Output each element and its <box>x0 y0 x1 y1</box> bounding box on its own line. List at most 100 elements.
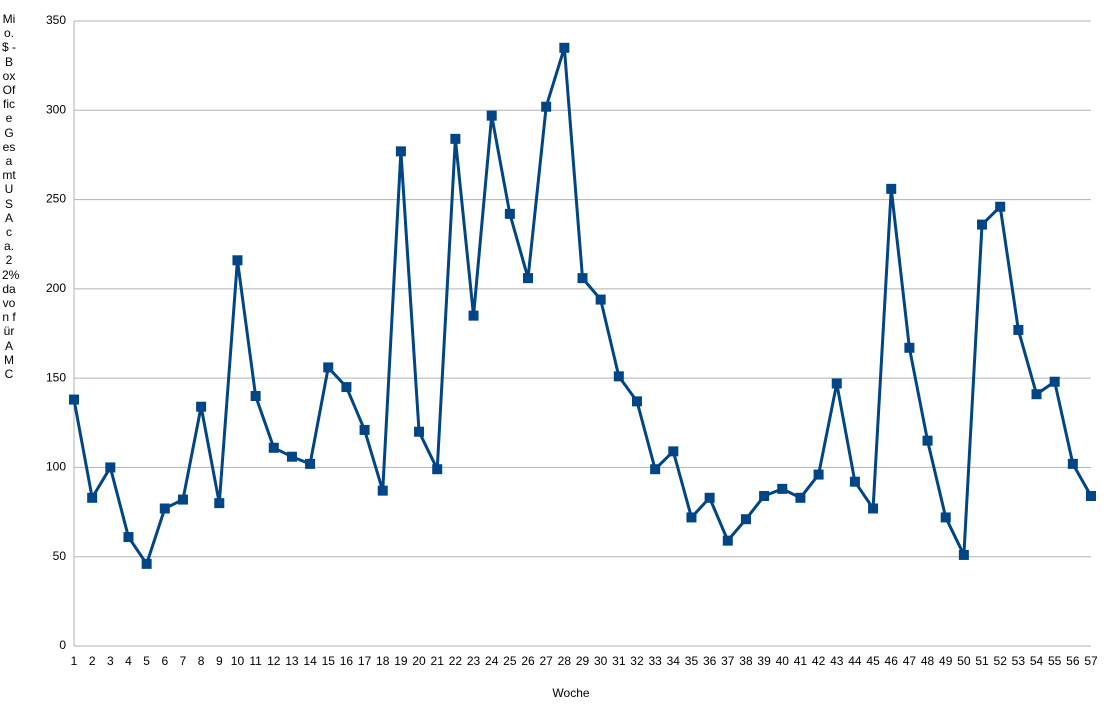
x-tick-label: 1 <box>71 654 78 668</box>
x-tick-label: 5 <box>143 654 150 668</box>
marker <box>268 442 279 453</box>
marker <box>886 183 897 194</box>
marker <box>214 498 225 509</box>
x-tick-label: 10 <box>231 654 245 668</box>
marker <box>958 549 969 560</box>
x-tick-label: 27 <box>539 654 553 668</box>
marker <box>504 208 515 219</box>
x-axis-title: Woche <box>552 686 589 700</box>
x-tick-label: 52 <box>994 654 1008 668</box>
x-tick-label: 46 <box>885 654 899 668</box>
marker <box>922 435 933 446</box>
x-tick-label: 12 <box>267 654 281 668</box>
marker <box>341 382 352 393</box>
x-tick-label: 24 <box>485 654 499 668</box>
x-tick-label: 17 <box>358 654 372 668</box>
marker <box>595 294 606 305</box>
marker <box>995 201 1006 212</box>
marker <box>395 146 406 157</box>
x-tick-label: 40 <box>776 654 790 668</box>
x-tick-label: 20 <box>412 654 426 668</box>
x-tick-label: 33 <box>648 654 662 668</box>
marker <box>977 219 988 230</box>
line <box>72 46 1093 566</box>
marker <box>468 310 479 321</box>
x-tick-label: 25 <box>503 654 517 668</box>
marker <box>559 42 570 53</box>
marker <box>123 532 134 543</box>
x-tick-label: 51 <box>975 654 989 668</box>
marker <box>486 110 497 121</box>
x-tick-label: 28 <box>558 654 572 668</box>
marker <box>904 342 915 353</box>
marker <box>286 451 297 462</box>
marker <box>250 391 261 401</box>
marker <box>105 462 116 473</box>
x-tick-label: 42 <box>812 654 826 668</box>
x-tick-label: 39 <box>757 654 771 668</box>
x-tick-label: 31 <box>612 654 626 668</box>
x-tick-label: 30 <box>594 654 608 668</box>
marker <box>613 371 624 382</box>
x-tick-label: 4 <box>125 654 132 668</box>
marker <box>868 503 879 514</box>
x-tick-label: 48 <box>921 654 935 668</box>
x-tick-label: 34 <box>667 654 681 668</box>
x-tick-label: 15 <box>322 654 336 668</box>
x-tick-label: 18 <box>376 654 390 668</box>
x-tick-label: 54 <box>1030 654 1044 668</box>
y-tick-label: 100 <box>46 460 66 474</box>
marker <box>196 401 207 412</box>
x-tick-label: 56 <box>1066 654 1080 668</box>
x-tick-label: 57 <box>1084 654 1098 668</box>
marker <box>541 101 552 112</box>
x-tick-label: 11 <box>249 654 262 668</box>
marker <box>232 255 243 266</box>
y-tick-label: 50 <box>53 549 67 563</box>
x-tick-label: 3 <box>107 654 114 668</box>
marker <box>1031 389 1042 400</box>
x-tick-label: 2 <box>89 654 96 668</box>
marker <box>668 446 679 457</box>
marker <box>87 492 98 503</box>
x-tick-label: 37 <box>721 654 735 668</box>
marker <box>777 483 788 494</box>
x-tick-label: 21 <box>431 654 445 668</box>
marker <box>831 378 842 389</box>
marker <box>650 464 661 475</box>
x-tick-label: 55 <box>1048 654 1062 668</box>
x-tick-label: 45 <box>866 654 880 668</box>
marker <box>1086 491 1096 501</box>
marker <box>1067 458 1078 469</box>
marker <box>377 485 388 496</box>
x-tick-label: 14 <box>303 654 317 668</box>
marker <box>414 426 425 437</box>
marker <box>686 512 697 523</box>
marker <box>759 491 770 501</box>
y-tick-label: 250 <box>46 192 66 206</box>
marker <box>323 362 334 373</box>
x-tick-label: 6 <box>161 654 168 668</box>
marker <box>722 535 733 546</box>
marker <box>940 512 951 523</box>
marker <box>432 464 443 475</box>
marker <box>523 273 534 284</box>
marker <box>740 514 751 525</box>
x-tick-label: 23 <box>467 654 481 668</box>
marker <box>305 458 316 469</box>
marker <box>159 503 170 514</box>
marker <box>631 396 642 407</box>
marker <box>704 492 715 503</box>
x-tick-label: 41 <box>794 654 808 668</box>
marker <box>177 494 188 505</box>
x-tick-label: 47 <box>903 654 917 668</box>
marker <box>795 492 806 503</box>
x-tick-label: 16 <box>340 654 354 668</box>
y-tick-label: 200 <box>46 281 66 295</box>
x-tick-label: 36 <box>703 654 717 668</box>
x-tick-label: 43 <box>830 654 844 668</box>
x-tick-label: 44 <box>848 654 862 668</box>
marker <box>1049 376 1060 387</box>
y-tick-label: 0 <box>59 638 66 652</box>
